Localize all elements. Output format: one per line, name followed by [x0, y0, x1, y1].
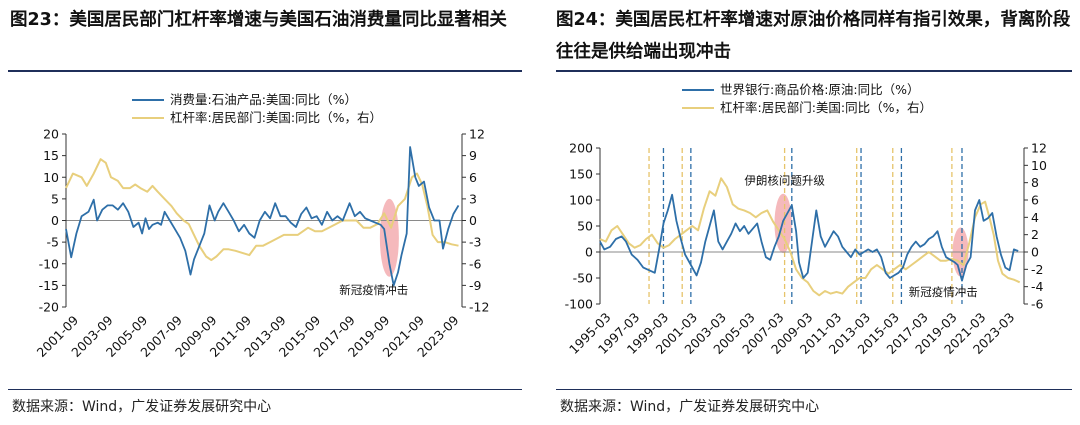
figure-23-title: 图23：美国居民部门杠杆率增速与美国石油消费量同比显著相关	[10, 10, 507, 30]
left-y-tick-label: 0	[585, 245, 593, 260]
figure-24-panel: 图24：美国居民杠杆率增速对原油价格同样有指引效果，背离阶段往往是供给端出现冲击…	[548, 0, 1080, 425]
left-y-tick-label: -50	[573, 271, 593, 286]
left-y-tick-label: 50	[577, 219, 593, 234]
figure-23-chart: -20-15-10-505101520-12-9-6-30369122001-0…	[34, 92, 490, 360]
right-y-tick-label: 10	[1031, 158, 1047, 173]
chart-annotation: 新冠疫情冲击	[909, 285, 978, 299]
left-y-tick-label: -100	[565, 297, 593, 312]
source-divider	[8, 389, 522, 390]
series-line-blue	[599, 193, 1019, 282]
right-y-tick-label: 4	[1031, 210, 1039, 225]
series-line-yellow	[599, 177, 1021, 297]
right-y-tick-label: 0	[1031, 245, 1039, 260]
right-y-tick-label: -4	[1031, 279, 1044, 294]
right-y-tick-label: 12	[469, 127, 485, 142]
right-y-tick-label: -6	[1031, 297, 1044, 312]
title-divider	[556, 70, 1072, 72]
figure-24-chart: -100-50050100150200-6-4-20246810121995-0…	[565, 82, 1047, 357]
right-y-tick-label: 9	[469, 148, 477, 163]
right-y-tick-label: -3	[469, 235, 481, 250]
title-divider	[8, 70, 522, 72]
legend-label: 杠杆率:居民部门:美国:同比（%，右）	[720, 100, 932, 115]
left-y-tick-label: -5	[47, 235, 59, 250]
left-y-tick-label: 5	[51, 191, 59, 206]
left-y-tick-label: 15	[43, 148, 59, 163]
right-y-tick-label: 6	[1031, 193, 1039, 208]
left-y-tick-label: -20	[39, 300, 59, 315]
right-y-tick-label: 8	[1031, 175, 1039, 190]
right-y-tick-label: -6	[469, 256, 482, 271]
left-y-tick-label: -10	[39, 256, 59, 271]
right-y-tick-label: 0	[469, 213, 477, 228]
right-y-tick-label: -2	[1031, 262, 1043, 277]
left-y-tick-label: 10	[43, 170, 59, 185]
left-y-tick-label: 200	[569, 141, 593, 156]
right-y-tick-label: 3	[469, 191, 477, 206]
legend-label: 世界银行:商品价格:原油:同比（%）	[720, 82, 920, 97]
right-y-tick-label: 12	[1031, 141, 1047, 156]
figure-24-source: 数据来源：Wind，广发证券发展研究中心	[560, 399, 820, 415]
left-y-tick-label: 0	[51, 213, 59, 228]
figure-23-panel: 图23：美国居民部门杠杆率增速与美国石油消费量同比显著相关 -20 -15 -10 -…	[0, 0, 530, 425]
chart-annotation: 伊朗核问题升级	[744, 173, 825, 187]
left-y-tick-label: -15	[39, 278, 59, 293]
left-y-tick-label: 20	[43, 127, 59, 142]
right-y-tick-label: -12	[469, 300, 489, 315]
left-y-tick-label: 100	[569, 193, 593, 208]
chart-annotation: 新冠疫情冲击	[339, 283, 408, 297]
source-divider	[556, 389, 1072, 390]
figure-24-title: 图24：美国居民杠杆率增速对原油价格同样有指引效果，背离阶段往往是供给端出现冲击	[556, 10, 1071, 62]
figure-23-source: 数据来源：Wind，广发证券发展研究中心	[12, 399, 272, 415]
legend-label: 消费量:石油产品:美国:同比（%）	[170, 92, 357, 107]
series-line-blue	[65, 146, 460, 287]
right-y-tick-label: -9	[469, 278, 482, 293]
legend-label: 杠杆率:居民部门:美国:同比（%，右）	[170, 110, 382, 125]
left-y-tick-label: 150	[569, 167, 593, 182]
right-y-tick-label: 2	[1031, 227, 1039, 242]
series-line-yellow	[65, 158, 459, 262]
right-y-tick-label: 6	[469, 170, 477, 185]
